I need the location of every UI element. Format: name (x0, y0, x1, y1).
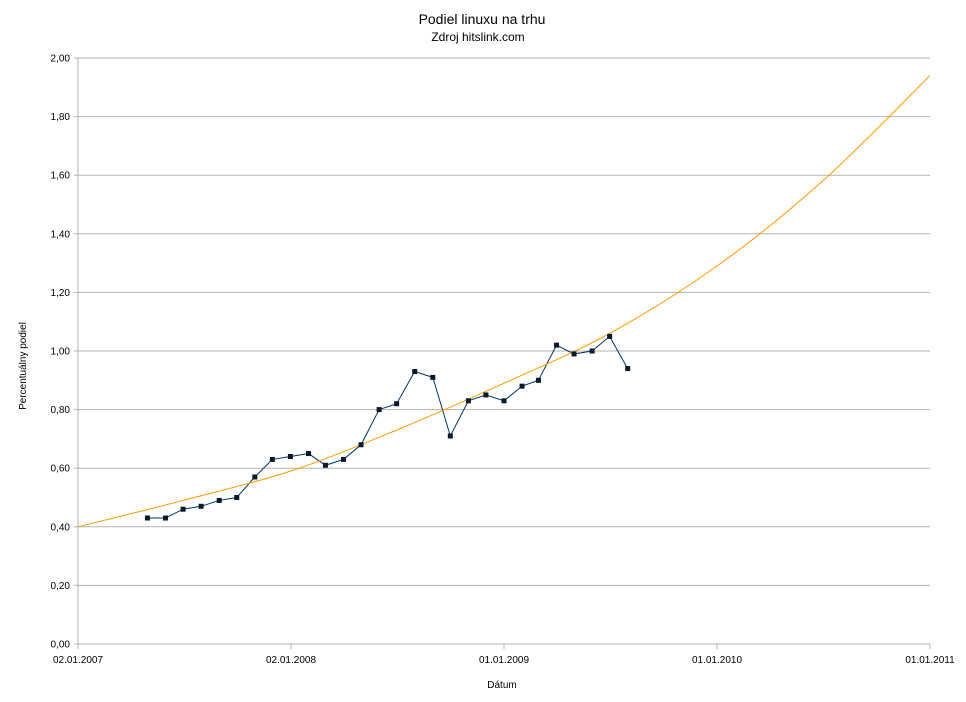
x-tick-label: 01.01.2011 (905, 655, 955, 666)
data-point (216, 497, 222, 503)
data-point (341, 456, 347, 462)
y-tick-label: 0,00 (51, 640, 71, 651)
data-point (554, 342, 560, 348)
data-point (322, 462, 328, 468)
y-tick-label: 0,40 (51, 522, 71, 533)
data-point (163, 515, 169, 521)
y-tick-label: 1,60 (51, 171, 71, 182)
data-point (306, 451, 312, 457)
series-lines (77, 75, 931, 528)
data-point (589, 348, 595, 354)
data-point (180, 506, 186, 512)
data-point (519, 383, 525, 389)
x-tick-label: 01.01.2010 (692, 655, 742, 666)
y-tick-label: 0,80 (51, 405, 71, 416)
data-point (535, 377, 541, 383)
data-point (287, 453, 293, 459)
x-tick-label: 02.01.2008 (266, 655, 316, 666)
x-axis-title: Dátum (487, 680, 516, 691)
y-tick-label: 1,00 (51, 347, 71, 358)
data-point (358, 442, 364, 448)
chart-subtitle: Zdroj hitslink.com (431, 30, 524, 44)
y-axis-title: Percentuálny podiel (18, 322, 29, 410)
data-point (571, 351, 577, 357)
x-tick-label: 02.01.2007 (53, 655, 103, 666)
y-tick-labels: 0,00 0,20 0,40 0,60 0,80 1,00 1,20 1,40 1,60 1,80… (51, 54, 71, 651)
data-point (198, 503, 204, 509)
chart-title: Podiel linuxu na trhu (419, 11, 546, 27)
x-tick-label: 01.01.2009 (479, 655, 529, 666)
data-point (144, 515, 150, 521)
y-tick-label: 1,80 (51, 112, 71, 123)
data-point (625, 366, 631, 372)
data-point (501, 398, 507, 404)
data-point (483, 392, 489, 398)
y-tick-label: 1,40 (51, 229, 71, 240)
series-line (147, 335, 629, 519)
y-tick-label: 0,60 (51, 464, 71, 475)
data-point (269, 456, 275, 462)
data-point (376, 407, 382, 413)
x-tick-labels: 02.01.2007 02.01.2008 01.01.2009 01.01.2010… (53, 644, 955, 666)
data-point (607, 333, 613, 339)
data-point (447, 433, 453, 439)
y-tick-label: 0,20 (51, 581, 71, 592)
data-point (430, 374, 436, 380)
data-point (234, 495, 240, 500)
y-tick-label: 2,00 (51, 54, 71, 65)
data-point (465, 398, 471, 404)
data-point (412, 369, 418, 375)
data-point (394, 401, 400, 407)
data-point (252, 474, 258, 480)
trend-line (77, 75, 931, 528)
series-markers (144, 333, 631, 521)
y-gridlines (74, 57, 930, 645)
y-tick-label: 1,20 (51, 288, 71, 299)
